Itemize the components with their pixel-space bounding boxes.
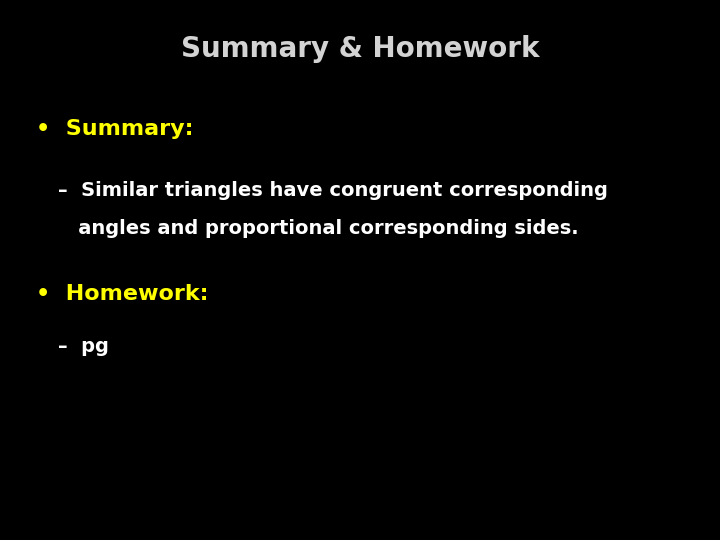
Text: •  Homework:: • Homework: [36,284,209,303]
Text: –  pg: – pg [58,338,109,356]
Text: Summary & Homework: Summary & Homework [181,35,539,63]
Text: angles and proportional corresponding sides.: angles and proportional corresponding si… [58,219,578,238]
Text: •  Summary:: • Summary: [36,119,194,139]
Text: –  Similar triangles have congruent corresponding: – Similar triangles have congruent corre… [58,181,608,200]
